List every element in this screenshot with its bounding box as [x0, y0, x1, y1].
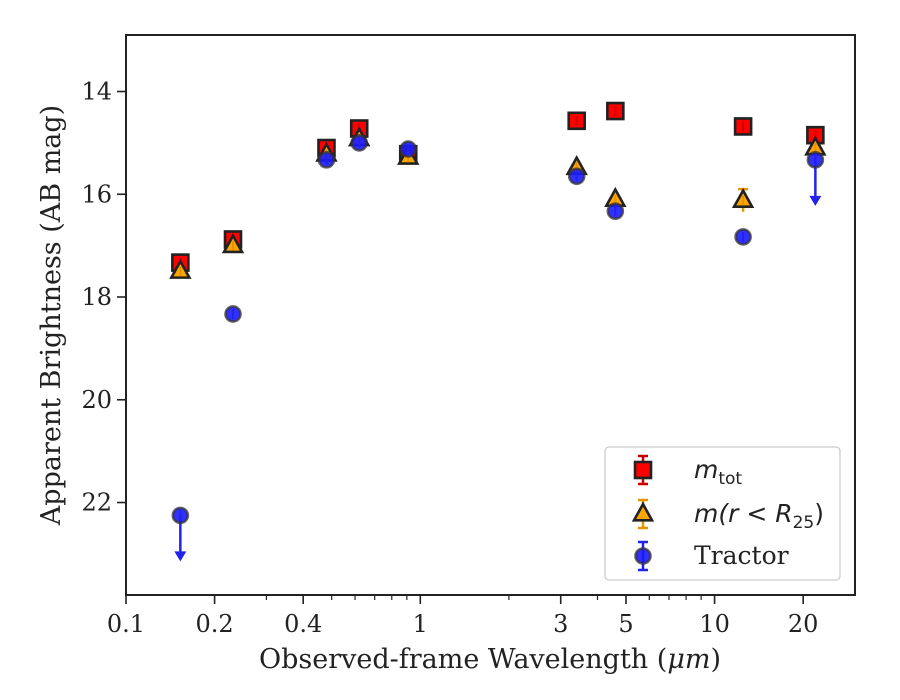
x-axis: 0.1 0.2 0.4 1 3 5 10 20 — [107, 595, 819, 638]
plot-area — [125, 34, 856, 596]
y-tick-label: 22 — [81, 489, 112, 517]
legend: mtot m(r < R25) Tractor — [604, 446, 841, 581]
series-0 — [171, 101, 825, 272]
y-tick-label: 18 — [81, 283, 112, 311]
x-tick-label: 0.4 — [284, 610, 322, 638]
square-marker — [633, 460, 653, 480]
y-axis: 14 16 18 20 22 — [81, 78, 126, 517]
legend-box — [604, 446, 841, 581]
upper-limit-arrow — [809, 195, 822, 206]
y-tick-label: 16 — [81, 180, 112, 208]
data-points — [169, 101, 827, 562]
legend-label: m(r < R25) — [694, 499, 824, 533]
triangle-marker — [631, 501, 655, 522]
legend-label: mtot — [694, 455, 742, 489]
x-tick-label: 20 — [788, 610, 819, 638]
y-axis-label: Apparent Brightness (AB mag) — [36, 105, 67, 526]
upper-limit-arrow — [174, 551, 187, 562]
x-tick-label: 5 — [618, 610, 633, 638]
x-tick-label: 10 — [699, 610, 730, 638]
x-tick-label: 3 — [553, 610, 568, 638]
x-tick-label: 0.2 — [196, 610, 234, 638]
legend-label: Tractor — [694, 541, 789, 570]
x-tick-label: 1 — [413, 610, 428, 638]
plot-frame — [125, 34, 856, 596]
y-tick-label: 14 — [81, 78, 112, 106]
x-axis-label: Observed-frame Wavelength (μm) — [259, 644, 721, 675]
circle-marker — [634, 547, 652, 565]
y-tick-label: 20 — [81, 386, 112, 414]
series-1 — [169, 126, 827, 279]
x-tick-label: 0.1 — [107, 610, 145, 638]
series-2 — [171, 134, 825, 562]
